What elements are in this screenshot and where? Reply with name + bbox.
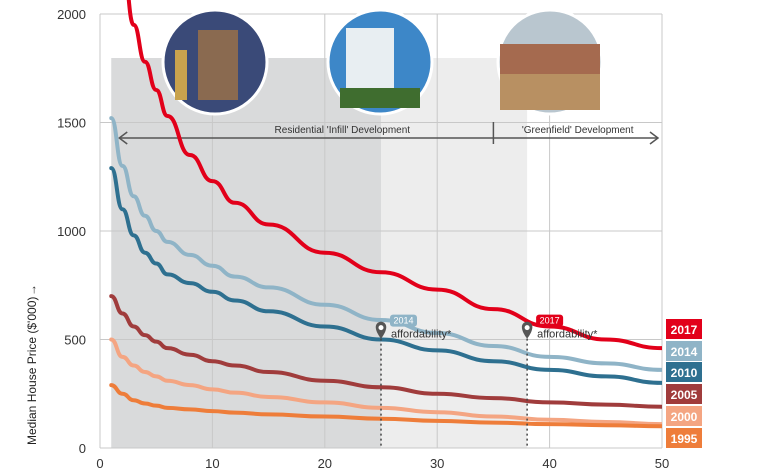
x-tick-10: 10 (205, 456, 219, 470)
axes: 0 500 1000 1500 2000 0 10 20 30 40 50 (57, 7, 669, 470)
y-tick-500: 500 (64, 333, 86, 348)
legend-swatch-2010 (666, 362, 702, 382)
legend-swatch-2014 (666, 341, 702, 361)
legend-swatch-2017 (666, 319, 702, 339)
photo-infill-building (198, 30, 238, 100)
legend-label-2010: 2010 (671, 366, 698, 380)
photo-townhouse-block (346, 28, 394, 94)
marker-year-2017: 2017 (540, 316, 560, 326)
marker-year-badge-2014 (390, 314, 417, 327)
photo-row (161, 8, 604, 116)
marker-pin-dot-2017 (524, 325, 530, 331)
legend-label-2017: 2017 (671, 323, 698, 337)
legend-label-1995: 1995 (671, 432, 698, 446)
shaded-band-0 (111, 58, 382, 448)
series-line-2010 (109, 166, 662, 385)
x-tick-20: 20 (318, 456, 332, 470)
y-axis-label: Median House Price ($'000) (25, 297, 39, 445)
y-tick-0: 0 (79, 441, 86, 456)
region-arrow-left-head (117, 131, 128, 145)
region-arrow-right-head (649, 131, 660, 145)
series-line-2014 (109, 116, 662, 372)
y-tick-2000: 2000 (57, 7, 86, 22)
marker-label-2014: affordability* (391, 329, 452, 341)
y-tick-1000: 1000 (57, 224, 86, 239)
legend-label-2000: 2000 (671, 410, 698, 424)
region-label-infill: Residential 'Infill' Development (275, 125, 411, 136)
marker-label-2017: affordability* (537, 329, 598, 341)
photo-townhouse-trees (340, 88, 420, 108)
photo-greenfield-houses (500, 44, 600, 74)
series-line-2005 (109, 294, 662, 409)
y-tick-1500: 1500 (57, 116, 86, 131)
marker-year-2014: 2014 (393, 316, 413, 326)
affordability-markers: 2014 affordability* 2017 affordability* (375, 314, 598, 448)
marker-year-badge-2017 (536, 314, 564, 327)
legend-swatch-2005 (666, 384, 702, 404)
development-regions: Residential 'Infill' Development 'Greenfi… (117, 122, 660, 145)
series-lines (109, 0, 662, 429)
series-line-2000 (109, 337, 662, 427)
photo-greenfield-land (500, 74, 600, 110)
series-line-1995 (109, 383, 662, 429)
x-tick-40: 40 (542, 456, 556, 470)
x-tick-30: 30 (430, 456, 444, 470)
x-tick-0: 0 (96, 456, 103, 470)
x-tick-50: 50 (655, 456, 669, 470)
legend-swatch-2000 (666, 406, 702, 426)
legend: 2017 2014 2010 2005 2000 1995 (666, 319, 702, 448)
region-label-greenfield: 'Greenfield' Development (522, 125, 634, 136)
photo-infill-tower (175, 50, 187, 100)
marker-pin-dot-2014 (378, 325, 384, 331)
legend-label-2014: 2014 (671, 345, 698, 359)
legend-swatch-1995 (666, 428, 702, 448)
legend-label-2005: 2005 (671, 388, 698, 402)
series-line-2017 (126, 0, 662, 351)
y-axis-arrow: → (25, 284, 39, 296)
